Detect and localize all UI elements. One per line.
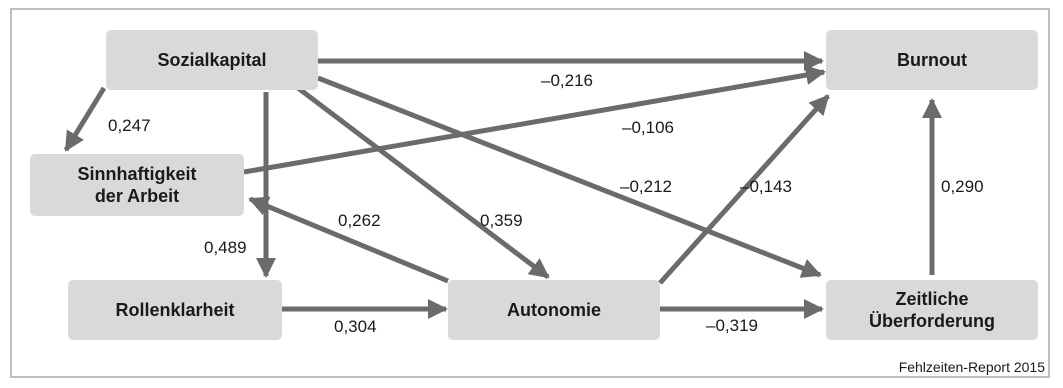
edge-label-sozialkapital-burnout: –0,216 — [541, 71, 593, 90]
edge-label-rollenklarheit-autonomie: 0,304 — [334, 317, 377, 336]
edge-label-sozialkapital-autonomie: 0,359 — [480, 211, 523, 230]
edge-sozialkapital-autonomie — [296, 86, 550, 279]
edge-label-zeitliche-burnout: 0,290 — [941, 177, 984, 196]
edge-sozialkapital-sinnhaftigkeit — [63, 86, 107, 152]
edge-label-autonomie-zeitliche: –0,319 — [706, 316, 758, 335]
edge-label-sozialkapital-sinnhaftigkeit: 0,247 — [108, 116, 151, 135]
edge-sinnhaftigkeit-burnout — [243, 65, 826, 175]
edge-label-sozialkapital-rollenklarheit: 0,489 — [204, 238, 247, 257]
edge-label-sinnhaftigkeit-burnout: –0,106 — [622, 118, 674, 137]
node-burnout: Burnout — [826, 30, 1038, 90]
edge-sozialkapital-zeitliche — [317, 75, 822, 278]
node-sinnhaftigkeit: Sinnhaftigkeit der Arbeit — [30, 154, 244, 216]
node-rollenklarheit: Rollenklarheit — [68, 280, 282, 340]
edge-label-sozialkapital-zeitliche: –0,212 — [620, 177, 672, 196]
edge-autonomie-burnout — [658, 94, 830, 285]
node-zeitliche: Zeitliche Überforderung — [826, 280, 1038, 340]
source-credit: Fehlzeiten-Report 2015 — [898, 359, 1045, 375]
edge-autonomie-sinnhaftigkeit — [248, 196, 449, 284]
node-sozialkapital: Sozialkapital — [106, 30, 318, 90]
node-autonomie: Autonomie — [448, 280, 660, 340]
edge-label-autonomie-burnout: –0,143 — [740, 177, 792, 196]
edge-label-autonomie-sinnhaftigkeit: 0,262 — [338, 211, 381, 230]
